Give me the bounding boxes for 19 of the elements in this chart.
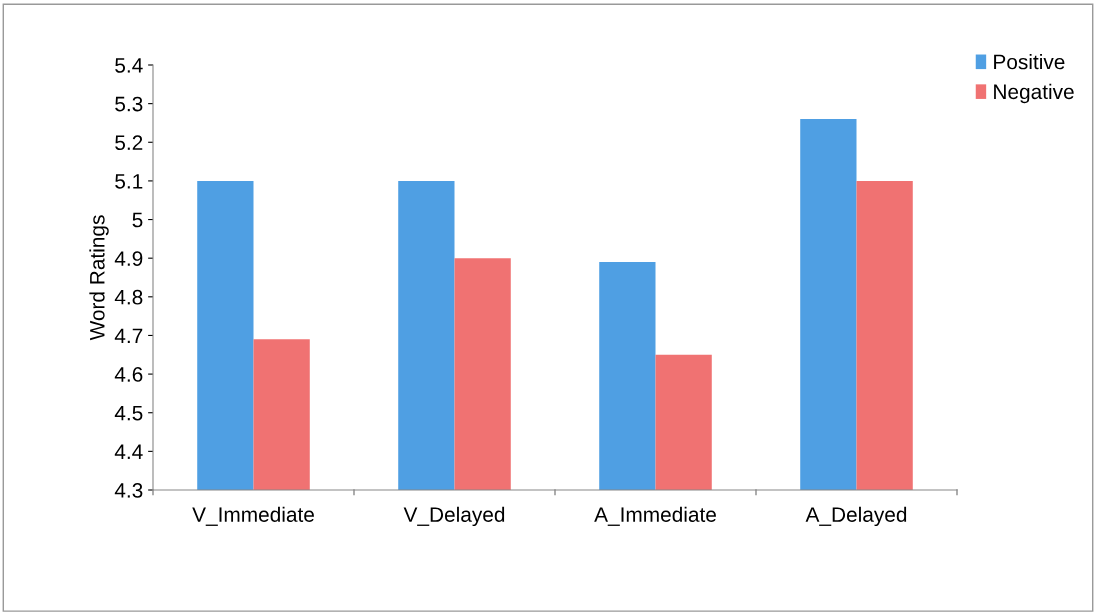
y-tick-label: 4.9 (114, 251, 143, 266)
x-tick-label: A_Immediate (594, 506, 716, 526)
x-tick-label: A_Delayed (805, 506, 907, 527)
y-axis-title: Word Ratings (89, 215, 109, 341)
y-tick-label: 4.4 (114, 444, 143, 459)
y-tick-label: 4.6 (114, 367, 143, 382)
y-tick-label: 5.2 (115, 135, 143, 151)
x-tick-label: V_Delayed (403, 506, 505, 527)
legend-label: Positive (994, 54, 1065, 70)
y-tick-label: 4.5 (114, 405, 143, 421)
y-tick-label: 5.3 (115, 96, 143, 112)
y-tick-label: 4.3 (114, 483, 143, 498)
legend-label: Negative (994, 83, 1074, 104)
y-tick-label: 5 (132, 212, 143, 228)
x-tick-label: V_Immediate (192, 506, 314, 526)
y-tick-label: 4.7 (114, 328, 143, 343)
y-tick-label: 4.8 (114, 289, 143, 305)
y-tick-label: 5.1 (115, 174, 143, 189)
y-tick-label: 5.4 (115, 58, 143, 73)
